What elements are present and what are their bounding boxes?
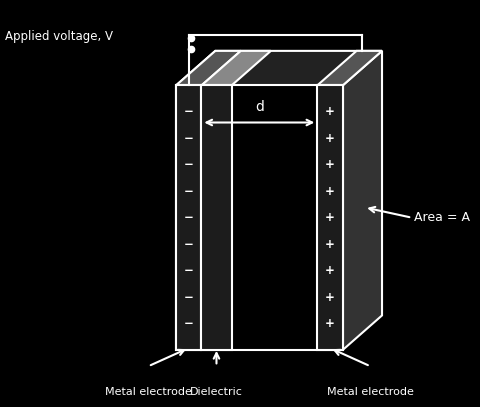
Text: +: +: [325, 238, 335, 251]
Text: Applied voltage, V: Applied voltage, V: [5, 30, 113, 43]
Polygon shape: [176, 51, 382, 85]
Polygon shape: [317, 51, 382, 85]
Text: −: −: [184, 264, 193, 277]
Text: +: +: [325, 185, 335, 198]
Text: +: +: [325, 291, 335, 304]
Text: −: −: [184, 211, 193, 224]
Polygon shape: [176, 85, 202, 350]
Text: −: −: [184, 105, 193, 118]
Polygon shape: [317, 85, 343, 350]
Text: d: d: [255, 100, 264, 114]
Text: −: −: [184, 291, 193, 304]
Polygon shape: [202, 85, 231, 350]
Text: Dielectric: Dielectric: [190, 387, 243, 397]
Text: +: +: [325, 105, 335, 118]
Text: +: +: [325, 158, 335, 171]
Text: +: +: [325, 211, 335, 224]
Text: −: −: [184, 238, 193, 251]
Text: +: +: [325, 264, 335, 277]
Polygon shape: [343, 51, 382, 350]
Polygon shape: [176, 51, 241, 85]
Text: Metal electrode: Metal electrode: [105, 387, 192, 397]
Text: −: −: [184, 132, 193, 145]
Text: Area = A: Area = A: [414, 211, 470, 224]
Polygon shape: [202, 51, 271, 85]
Polygon shape: [176, 85, 343, 350]
Text: −: −: [184, 317, 193, 330]
Text: +: +: [325, 317, 335, 330]
Text: −: −: [184, 185, 193, 198]
Text: +: +: [325, 132, 335, 145]
Text: Metal electrode: Metal electrode: [327, 387, 414, 397]
Text: −: −: [184, 158, 193, 171]
